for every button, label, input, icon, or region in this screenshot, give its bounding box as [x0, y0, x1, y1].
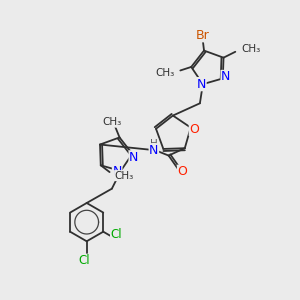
- Text: N: N: [221, 70, 230, 83]
- Text: N: N: [149, 144, 159, 157]
- Text: O: O: [189, 122, 199, 136]
- Text: CH₃: CH₃: [103, 117, 122, 127]
- Text: Br: Br: [196, 29, 209, 42]
- Text: N: N: [197, 78, 206, 91]
- Text: CH₃: CH₃: [241, 44, 260, 54]
- Text: N: N: [129, 151, 139, 164]
- Text: O: O: [178, 165, 188, 178]
- Text: CH₃: CH₃: [115, 171, 134, 181]
- Text: CH₃: CH₃: [155, 68, 174, 78]
- Text: N: N: [112, 164, 122, 178]
- Text: Cl: Cl: [78, 254, 90, 267]
- Text: Cl: Cl: [111, 228, 122, 241]
- Text: H: H: [150, 139, 158, 149]
